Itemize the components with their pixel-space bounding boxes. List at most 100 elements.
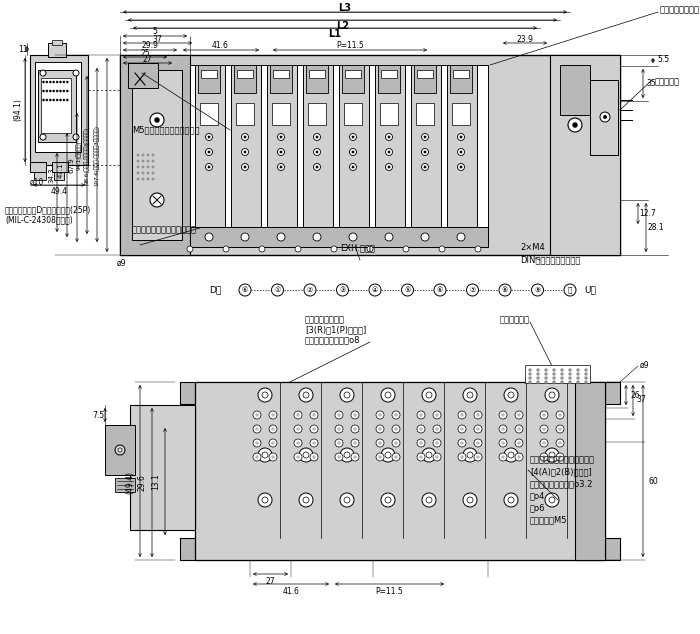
Circle shape	[504, 388, 518, 402]
Circle shape	[477, 427, 480, 430]
Circle shape	[272, 284, 284, 296]
Circle shape	[395, 413, 398, 417]
Circle shape	[577, 368, 580, 372]
Circle shape	[392, 453, 400, 461]
Text: DINレールクランプねじ: DINレールクランプねじ	[520, 256, 580, 264]
Circle shape	[545, 368, 547, 372]
Circle shape	[142, 178, 144, 180]
Circle shape	[561, 380, 564, 384]
Circle shape	[40, 134, 46, 140]
Text: M5：外部パイロットポート: M5：外部パイロットポート	[132, 126, 200, 134]
Bar	[344, 103, 362, 125]
Circle shape	[49, 81, 51, 83]
Circle shape	[337, 427, 340, 430]
Circle shape	[262, 452, 268, 458]
Text: 26: 26	[630, 391, 640, 399]
Circle shape	[385, 497, 391, 503]
Circle shape	[272, 427, 274, 430]
Text: ø9: ø9	[640, 361, 650, 370]
Circle shape	[421, 164, 428, 171]
Circle shape	[461, 441, 463, 444]
Circle shape	[206, 164, 213, 171]
Circle shape	[419, 427, 423, 430]
Circle shape	[467, 497, 473, 503]
Circle shape	[419, 455, 423, 458]
Circle shape	[376, 439, 384, 447]
Circle shape	[150, 193, 164, 207]
Circle shape	[66, 90, 69, 92]
Bar	[447, 65, 477, 230]
Circle shape	[152, 160, 154, 162]
Circle shape	[463, 388, 477, 402]
Circle shape	[561, 377, 564, 380]
Text: 上配管の場合: 上配管の場合	[500, 316, 530, 325]
Circle shape	[577, 373, 580, 375]
Circle shape	[314, 134, 321, 141]
Circle shape	[310, 425, 318, 433]
Circle shape	[568, 118, 582, 132]
Circle shape	[297, 427, 300, 430]
Circle shape	[63, 90, 65, 92]
Text: 60: 60	[648, 477, 658, 486]
Circle shape	[337, 441, 340, 444]
Circle shape	[381, 388, 395, 402]
Bar	[270, 65, 292, 93]
Circle shape	[457, 233, 465, 241]
Text: 27: 27	[266, 578, 275, 586]
Bar	[272, 103, 290, 125]
Circle shape	[63, 81, 65, 83]
Circle shape	[421, 233, 429, 241]
Text: ⑦: ⑦	[470, 287, 475, 293]
Text: 34.3: 34.3	[48, 167, 54, 183]
Circle shape	[118, 448, 122, 452]
Circle shape	[337, 284, 349, 296]
Circle shape	[337, 413, 340, 417]
Bar	[236, 103, 254, 125]
Circle shape	[515, 439, 523, 447]
Bar	[231, 65, 261, 230]
Circle shape	[205, 233, 213, 241]
Circle shape	[421, 148, 428, 155]
Circle shape	[477, 455, 480, 458]
Circle shape	[545, 448, 559, 462]
Circle shape	[56, 90, 58, 92]
Circle shape	[187, 246, 193, 252]
Circle shape	[545, 493, 559, 507]
Circle shape	[313, 233, 321, 241]
Circle shape	[386, 134, 393, 141]
Circle shape	[433, 453, 441, 461]
Text: ⑥: ⑥	[437, 287, 443, 293]
Circle shape	[379, 455, 382, 458]
Circle shape	[299, 388, 313, 402]
Bar	[190, 65, 488, 245]
Circle shape	[147, 166, 149, 168]
Circle shape	[435, 413, 438, 417]
Circle shape	[56, 81, 58, 83]
Circle shape	[294, 411, 302, 419]
Circle shape	[561, 373, 564, 375]
Bar	[130, 405, 195, 530]
Circle shape	[294, 453, 302, 461]
Circle shape	[564, 284, 576, 296]
Circle shape	[584, 368, 587, 372]
Circle shape	[458, 411, 466, 419]
Circle shape	[223, 246, 229, 252]
Circle shape	[272, 455, 274, 458]
Circle shape	[136, 154, 139, 156]
Circle shape	[577, 377, 580, 380]
Circle shape	[376, 411, 384, 419]
Circle shape	[477, 413, 480, 417]
Circle shape	[422, 448, 436, 462]
Circle shape	[241, 134, 248, 141]
Circle shape	[314, 148, 321, 155]
Circle shape	[426, 392, 432, 398]
Circle shape	[508, 452, 514, 458]
Bar	[380, 103, 398, 125]
Text: D側: D側	[209, 285, 221, 295]
Circle shape	[316, 166, 318, 168]
Text: 5.5: 5.5	[657, 56, 669, 65]
Circle shape	[419, 413, 423, 417]
Circle shape	[297, 441, 300, 444]
Circle shape	[385, 233, 393, 241]
Text: 37: 37	[152, 34, 162, 44]
